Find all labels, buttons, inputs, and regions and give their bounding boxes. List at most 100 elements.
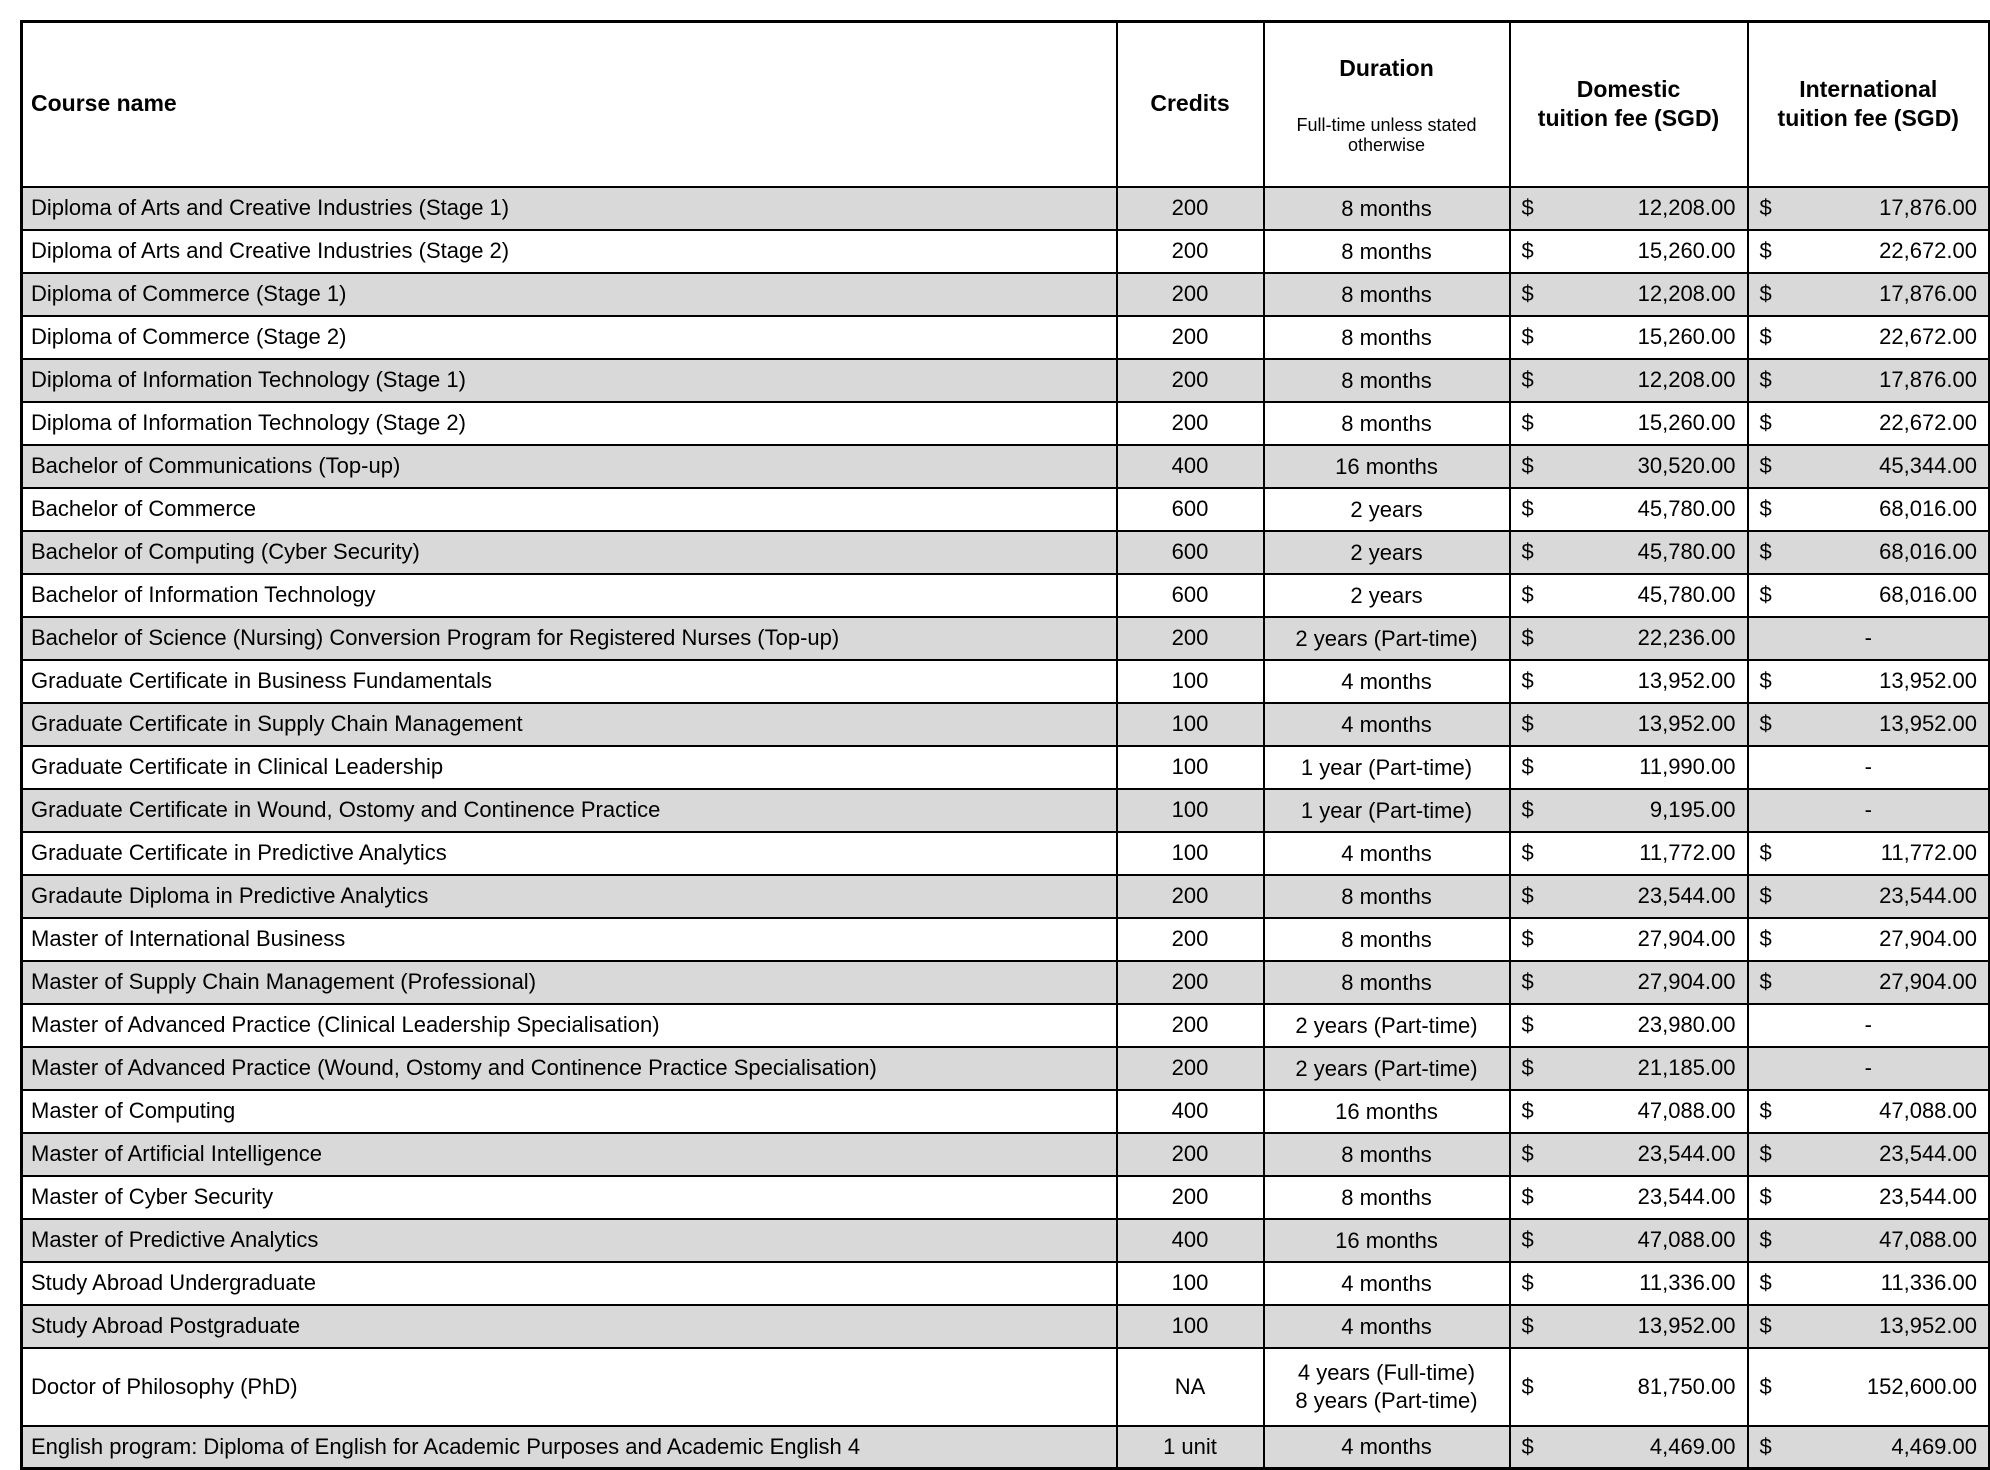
table-row: Bachelor of Commerce 600 2 years $45,780.00…	[20, 486, 1990, 532]
currency-symbol: $	[1759, 281, 1772, 307]
credits-cell: 200	[1115, 615, 1265, 661]
duration-cell: 16 months	[1262, 1088, 1511, 1134]
domestic-fee-amount: 11,336.00	[1639, 1270, 1736, 1296]
domestic-fee-cell: $12,208.00	[1508, 271, 1749, 317]
credits-cell: 200	[1115, 314, 1265, 360]
currency-symbol: $	[1759, 1141, 1772, 1167]
course-name-cell: Bachelor of Computing (Cyber Security)	[20, 529, 1118, 575]
domestic-fee-cell: $23,544.00	[1508, 873, 1749, 919]
duration-cell: 8 months	[1262, 228, 1511, 274]
duration-cell: 4 months	[1262, 1303, 1511, 1349]
table-row: Master of Predictive Analytics 400 16 mont…	[20, 1217, 1990, 1263]
credits-cell: 100	[1115, 787, 1265, 833]
international-fee-amount: 22,672.00	[1879, 410, 1977, 436]
domestic-fee-cell: $11,336.00	[1508, 1260, 1749, 1306]
duration-cell: 2 years	[1262, 486, 1511, 532]
duration-cell: 8 months	[1262, 916, 1511, 962]
currency-symbol: $	[1521, 1270, 1534, 1296]
international-fee-cell: $13,952.00	[1746, 701, 1990, 747]
table-row: Diploma of Commerce (Stage 2) 200 8 months…	[20, 314, 1990, 360]
table-row: Master of Cyber Security 200 8 months $23,5…	[20, 1174, 1990, 1220]
currency-symbol: $	[1521, 1098, 1534, 1124]
currency-symbol: $	[1521, 1313, 1534, 1339]
table-row: Bachelor of Computing (Cyber Security) 60…	[20, 529, 1990, 575]
domestic-fee-amount: 81,750.00	[1637, 1373, 1736, 1399]
domestic-fee-cell: $45,780.00	[1508, 529, 1749, 575]
credits-cell: 200	[1115, 357, 1265, 403]
course-name-cell: Master of International Business	[20, 916, 1118, 962]
international-fee-cell: $17,876.00	[1746, 357, 1990, 403]
credits-cell: 200	[1115, 228, 1265, 274]
course-name-cell: Master of Computing	[20, 1088, 1118, 1134]
currency-symbol: $	[1759, 840, 1772, 866]
table-row: Diploma of Arts and Creative Industries …	[20, 185, 1990, 231]
international-fee-column-header: International tuition fee (SGD)	[1746, 20, 1990, 188]
currency-symbol: $	[1759, 668, 1772, 694]
duration-cell: 8 months	[1262, 1174, 1511, 1220]
credits-cell: 400	[1115, 1088, 1265, 1134]
currency-symbol: $	[1521, 410, 1534, 436]
table-row: Master of International Business 200 8 mon…	[20, 916, 1990, 962]
duration-cell: 4 months	[1262, 1260, 1511, 1306]
table-row: Bachelor of Information Technology 600 2 y…	[20, 572, 1990, 618]
domestic-fee-amount: 45,780.00	[1637, 582, 1736, 608]
domestic-fee-amount: 15,260.00	[1637, 324, 1736, 350]
credits-cell: 200	[1115, 1002, 1265, 1048]
fee-table-sheet: Course name Credits Duration Full-time u…	[20, 20, 1990, 1470]
credits-cell: 200	[1115, 1045, 1265, 1091]
domestic-fee-amount: 15,260.00	[1637, 238, 1736, 264]
currency-symbol: $	[1759, 324, 1772, 350]
credits-cell: NA	[1115, 1346, 1265, 1427]
course-name-cell: Master of Advanced Practice (Wound, Osto…	[20, 1045, 1118, 1091]
currency-symbol: $	[1521, 539, 1534, 565]
currency-symbol: $	[1759, 453, 1772, 479]
course-name-cell: Bachelor of Commerce	[20, 486, 1118, 532]
international-fee-cell: $68,016.00	[1746, 486, 1990, 532]
domestic-fee-cell: $27,904.00	[1508, 916, 1749, 962]
table-row: Bachelor of Communications (Top-up) 400 16…	[20, 443, 1990, 489]
international-fee-amount: 17,876.00	[1879, 281, 1977, 307]
credits-cell: 200	[1115, 916, 1265, 962]
credits-cell: 200	[1115, 873, 1265, 919]
international-fee-cell: $11,336.00	[1746, 1260, 1990, 1306]
header-row: Course name Credits Duration Full-time u…	[20, 20, 1990, 188]
duration-header-subtitle: Full-time unless stated otherwise	[1296, 114, 1477, 155]
international-fee-cell: $45,344.00	[1746, 443, 1990, 489]
currency-symbol: $	[1521, 582, 1534, 608]
table-row: Master of Artificial Intelligence 200 8 mo…	[20, 1131, 1990, 1177]
international-fee-amount: 152,600.00	[1866, 1373, 1977, 1399]
course-name-cell: Study Abroad Undergraduate	[20, 1260, 1118, 1306]
table-row: Diploma of Arts and Creative Industries …	[20, 228, 1990, 274]
domestic-fee-cell: $30,520.00	[1508, 443, 1749, 489]
international-fee-amount: 68,016.00	[1879, 496, 1977, 522]
international-fee-amount: 13,952.00	[1879, 711, 1977, 737]
course-name-cell: Diploma of Commerce (Stage 1)	[20, 271, 1118, 317]
duration-header-title: Duration	[1339, 54, 1434, 81]
duration-cell: 4 months	[1262, 701, 1511, 747]
domestic-fee-amount: 23,544.00	[1637, 1141, 1736, 1167]
course-name-cell: Master of Predictive Analytics	[20, 1217, 1118, 1263]
domestic-fee-cell: $47,088.00	[1508, 1217, 1749, 1263]
credits-cell: 100	[1115, 658, 1265, 704]
duration-cell: 8 months	[1262, 873, 1511, 919]
currency-symbol: $	[1521, 453, 1534, 479]
international-fee-cell: $11,772.00	[1746, 830, 1990, 876]
domestic-fee-amount: 4,469.00	[1649, 1434, 1736, 1460]
international-fee-amount: 13,952.00	[1879, 1313, 1977, 1339]
currency-symbol: $	[1759, 1227, 1772, 1253]
international-fee-cell: $68,016.00	[1746, 572, 1990, 618]
currency-symbol: $	[1759, 1184, 1772, 1210]
course-name-cell: Diploma of Information Technology (Stage…	[20, 357, 1118, 403]
international-fee-cell: $27,904.00	[1746, 916, 1990, 962]
international-fee-cell: $13,952.00	[1746, 658, 1990, 704]
duration-cell: 4 months	[1262, 830, 1511, 876]
currency-symbol: $	[1521, 1012, 1534, 1038]
international-fee-cell: $17,876.00	[1746, 271, 1990, 317]
domestic-fee-cell: $23,544.00	[1508, 1131, 1749, 1177]
international-fee-cell: -	[1746, 787, 1990, 833]
domestic-fee-cell: $22,236.00	[1508, 615, 1749, 661]
domestic-fee-cell: $11,990.00	[1508, 744, 1749, 790]
domestic-fee-cell: $45,780.00	[1508, 572, 1749, 618]
currency-symbol: $	[1759, 367, 1772, 393]
international-fee-cell: -	[1746, 1002, 1990, 1048]
